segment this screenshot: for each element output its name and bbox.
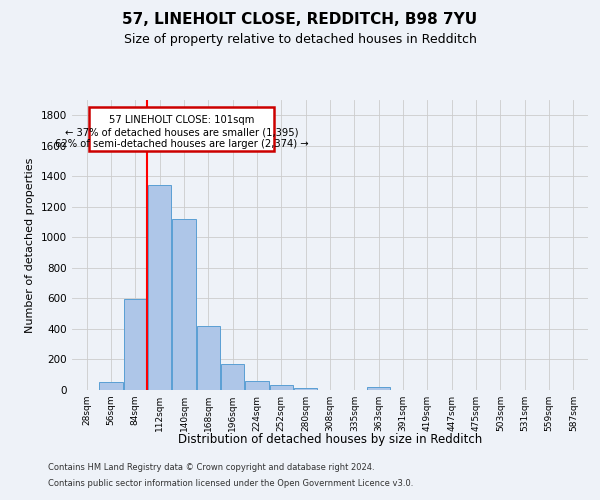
Bar [221, 364, 244, 390]
Bar [197, 326, 220, 390]
Bar [124, 299, 147, 390]
Text: 57, LINEHOLT CLOSE, REDDITCH, B98 7YU: 57, LINEHOLT CLOSE, REDDITCH, B98 7YU [122, 12, 478, 28]
Text: Size of property relative to detached houses in Redditch: Size of property relative to detached ho… [124, 32, 476, 46]
Bar [294, 388, 317, 390]
Text: Contains public sector information licensed under the Open Government Licence v3: Contains public sector information licen… [48, 478, 413, 488]
Y-axis label: Number of detached properties: Number of detached properties [25, 158, 35, 332]
Bar [367, 387, 390, 390]
Text: ← 37% of detached houses are smaller (1,395): ← 37% of detached houses are smaller (1,… [65, 128, 298, 138]
Bar [100, 382, 122, 390]
Text: Distribution of detached houses by size in Redditch: Distribution of detached houses by size … [178, 432, 482, 446]
Bar [245, 381, 269, 390]
Bar [148, 184, 171, 390]
Text: 57 LINEHOLT CLOSE: 101sqm: 57 LINEHOLT CLOSE: 101sqm [109, 116, 254, 126]
Bar [89, 107, 274, 151]
Text: 62% of semi-detached houses are larger (2,374) →: 62% of semi-detached houses are larger (… [55, 139, 308, 149]
Bar [172, 219, 196, 390]
Text: Contains HM Land Registry data © Crown copyright and database right 2024.: Contains HM Land Registry data © Crown c… [48, 464, 374, 472]
Bar [270, 384, 293, 390]
